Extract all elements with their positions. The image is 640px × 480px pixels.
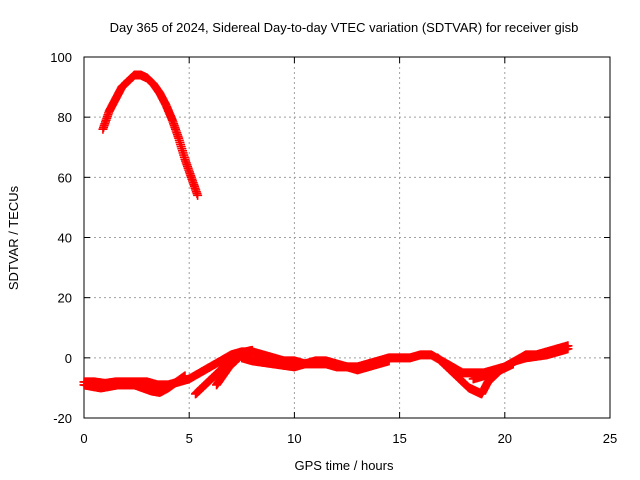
y-axis-ticks: -20 0 20 40 60 80 100 xyxy=(50,50,610,426)
series-arc-high xyxy=(98,70,203,200)
y-axis-label: SDTVAR / TECUs xyxy=(6,185,21,290)
series-arc-low-a xyxy=(79,371,190,397)
data-point xyxy=(384,356,394,366)
x-tick-label: 25 xyxy=(603,431,617,446)
y-tick-label: 100 xyxy=(50,50,72,65)
x-tick-label: 5 xyxy=(186,431,193,446)
x-tick-label: 15 xyxy=(392,431,406,446)
data-point xyxy=(193,190,203,200)
data-point xyxy=(563,344,573,354)
series-arc-late xyxy=(468,344,573,384)
y-tick-label: 80 xyxy=(58,110,72,125)
y-tick-label: 40 xyxy=(58,231,72,246)
data-points xyxy=(79,70,573,399)
x-tick-label: 20 xyxy=(498,431,512,446)
y-tick-label: 60 xyxy=(58,170,72,185)
x-tick-label: 10 xyxy=(287,431,301,446)
x-axis-label: GPS time / hours xyxy=(295,458,394,473)
y-tick-label: -20 xyxy=(53,411,72,426)
y-tick-label: 20 xyxy=(58,291,72,306)
series-arc-main xyxy=(79,341,573,390)
data-point xyxy=(180,371,190,381)
x-axis-ticks: 0 5 10 15 20 25 xyxy=(80,57,617,446)
data-point xyxy=(243,347,253,357)
series-arc-mid xyxy=(237,353,394,375)
x-tick-label: 0 xyxy=(80,431,87,446)
y-tick-label: 0 xyxy=(65,351,72,366)
data-point xyxy=(247,345,257,355)
chart-title: Day 365 of 2024, Sidereal Day-to-day VTE… xyxy=(110,20,579,35)
